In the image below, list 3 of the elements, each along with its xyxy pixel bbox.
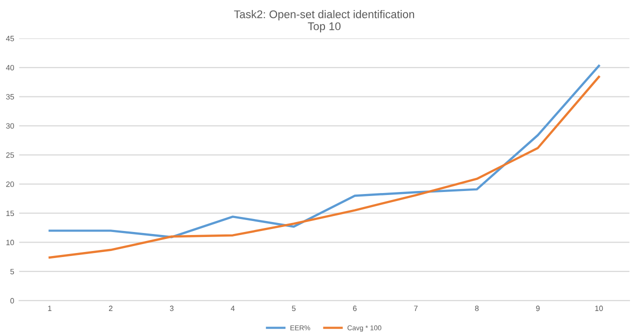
line-series: [48, 76, 600, 259]
chart-title: Task2: Open-set dialect identification Top 10: [234, 10, 414, 32]
line-series: [48, 64, 600, 238]
